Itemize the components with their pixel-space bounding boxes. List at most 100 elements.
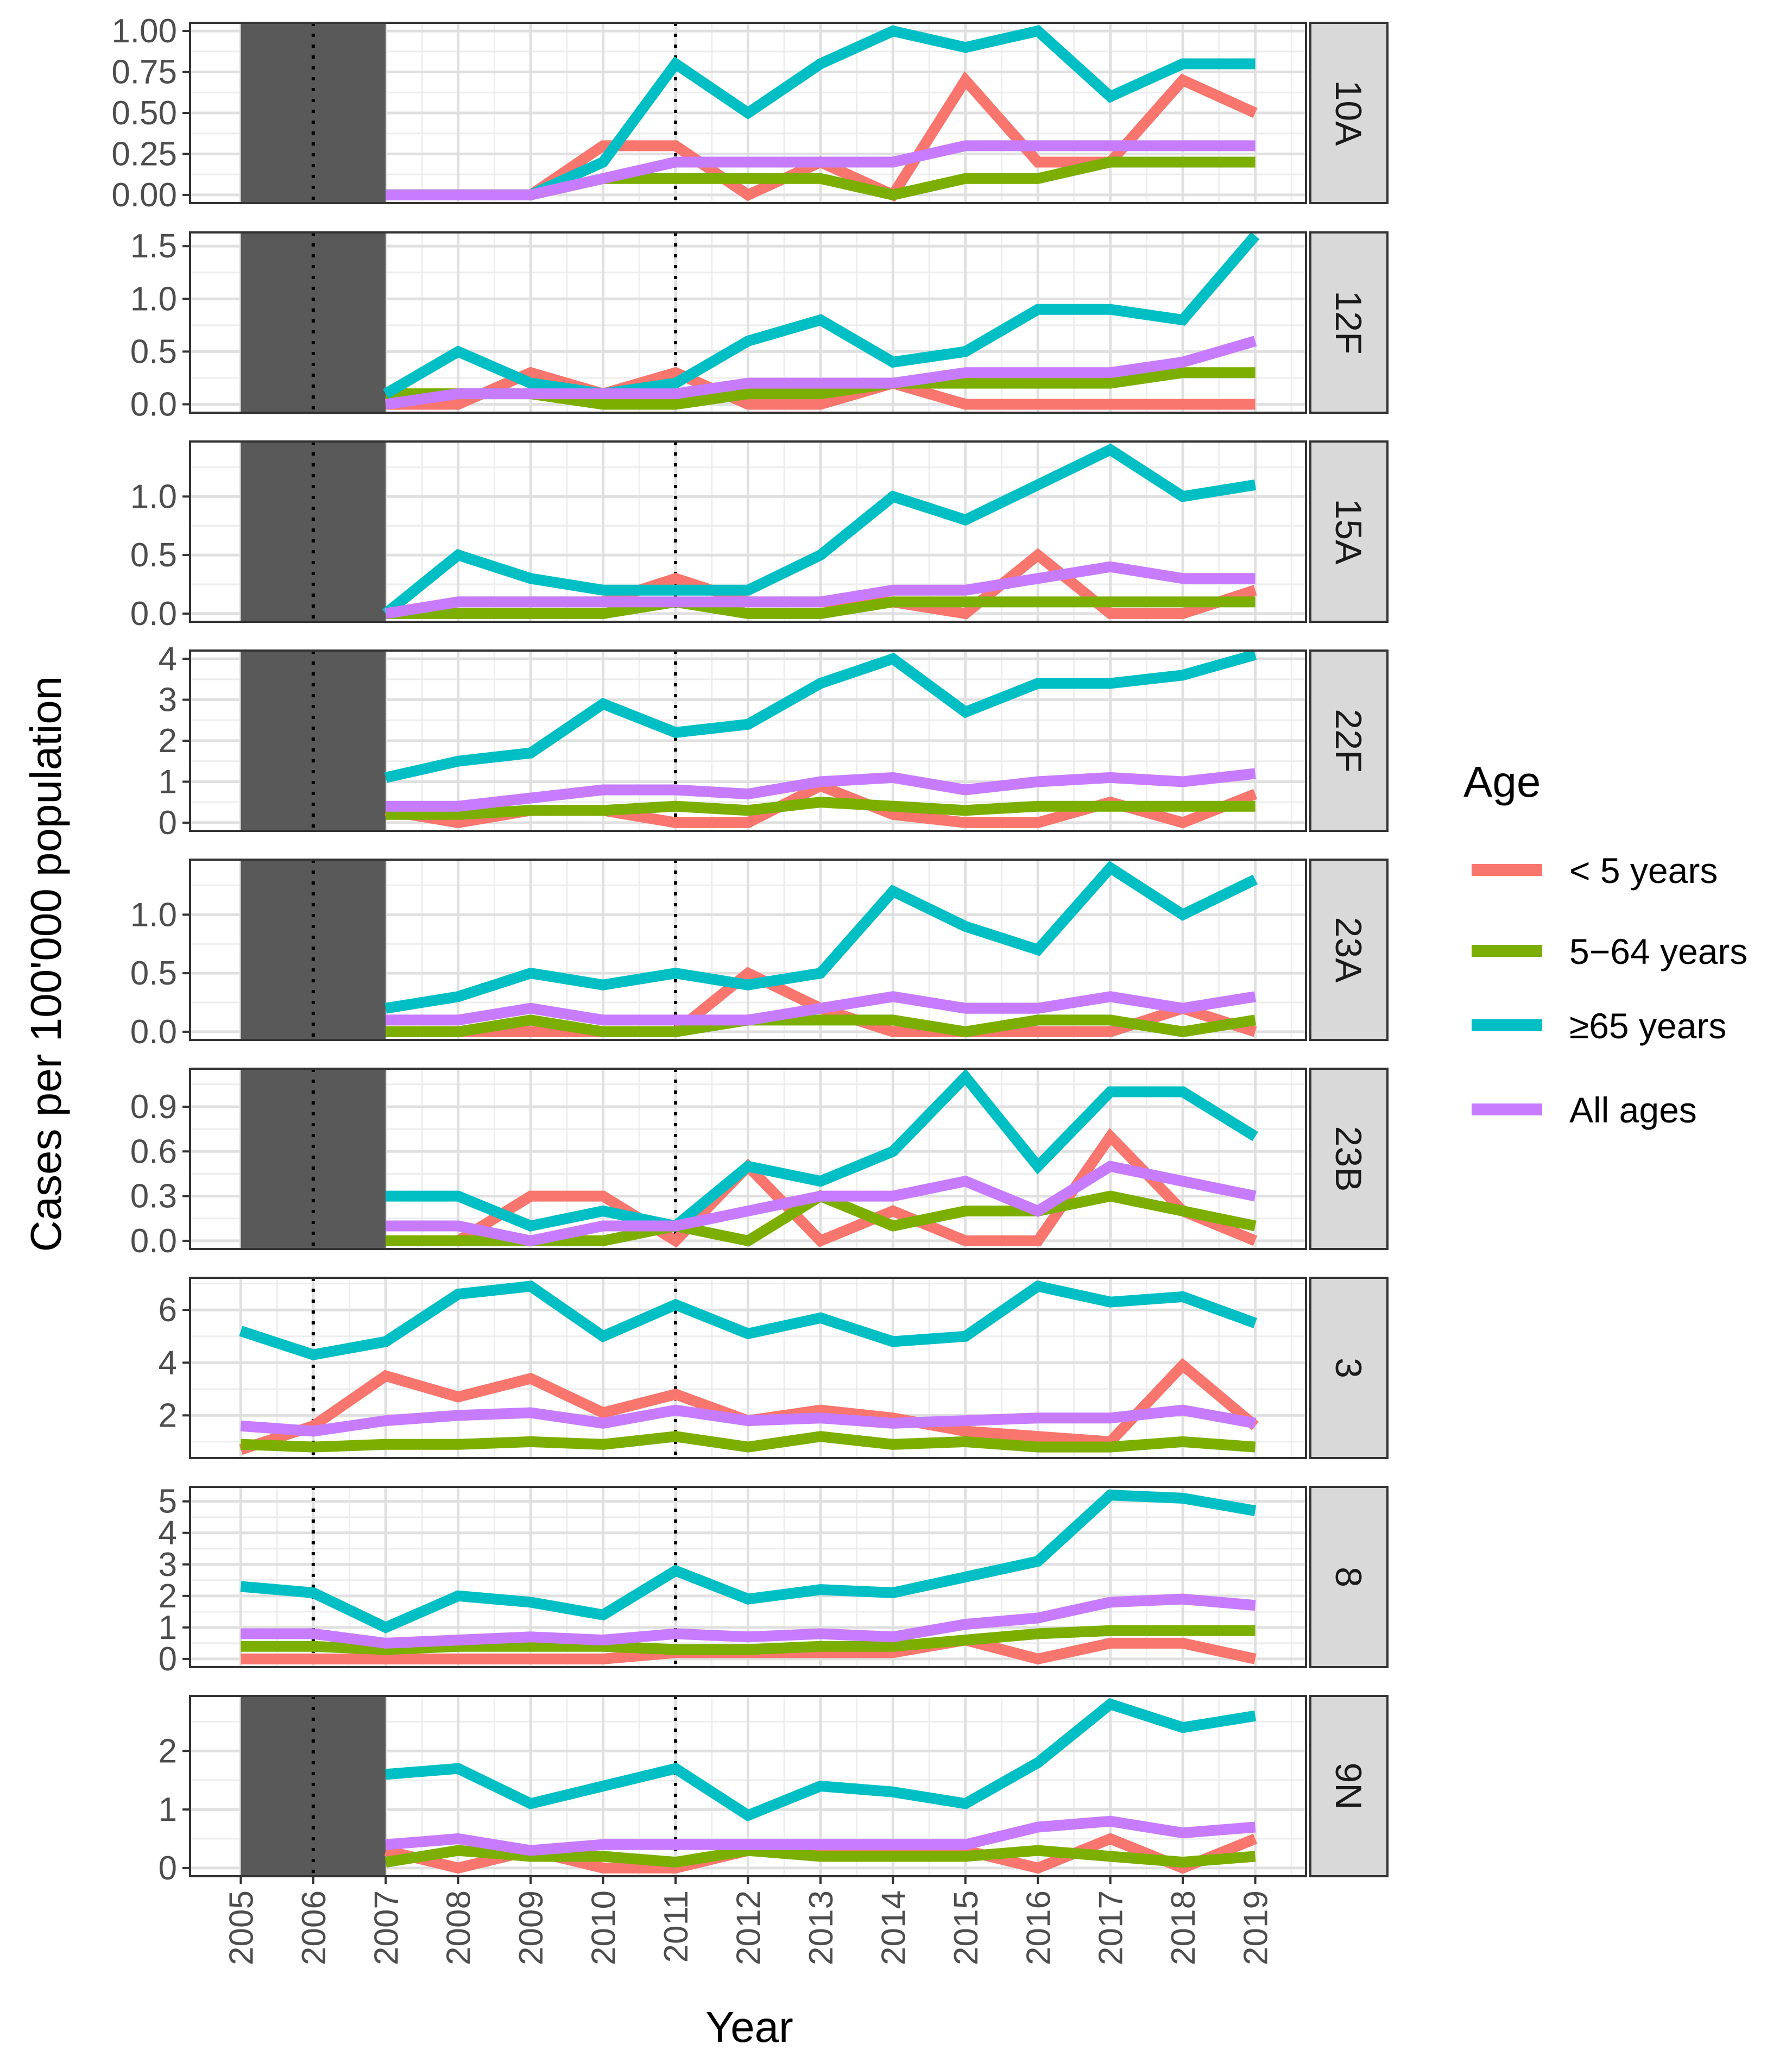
y-tick-label: 1.00 [111,12,177,50]
x-tick-label: 2018 [1165,1890,1202,1965]
x-tick-label: 2011 [658,1890,695,1963]
series-line--65-years [240,1489,1257,1633]
series-line-5-64-years [241,1625,1255,1655]
strip-label: 23A [1328,917,1369,983]
panel-border [189,231,1307,414]
y-tick-label: 0.6 [130,1133,177,1170]
x-tick-label: 2005 [223,1890,260,1965]
y-tick-label: 2 [159,1397,177,1434]
series-group [386,1069,1258,1248]
y-tick-label: 2 [159,1578,177,1615]
strip-label: 10A [1328,80,1369,147]
series-line-all-ages [241,1593,1256,1649]
x-axis: 2005 2006 2007 2008 2009 2010 2011 2012 2013 2014… [223,1876,1275,1965]
y-tick-label: 1.0 [130,478,177,515]
series-line-all-ages [386,768,1256,812]
series-group [386,25,1258,202]
panel-23B: 0.0 0.3 0.6 0.9 23B [130,1068,1389,1260]
y-tick-label: 0.0 [130,386,177,423]
y-tick-label: 0.5 [130,955,177,992]
series-line-all-ages [385,1815,1256,1856]
y-tick-label: 0.0 [130,595,177,633]
strip-label: 23B [1328,1126,1369,1192]
series-line-all-ages [386,140,1255,200]
series-line-5-64-years [241,1431,1256,1453]
series-line--65-years [386,1069,1258,1232]
y-tick-label: 1 [159,1609,177,1647]
y-tick-label: 6 [159,1291,177,1329]
shaded-region [241,23,386,203]
strip-box [1309,1486,1389,1668]
y-tick-label: 3 [159,682,177,719]
panel-23A: 0.0 0.5 1.0 23A [130,859,1389,1051]
legend-title: Age [1463,758,1541,806]
y-tick-label: 0 [159,804,177,842]
x-tick-label: 2007 [368,1890,405,1965]
series-line-all-ages [386,1160,1257,1247]
y-tick-label: 0.75 [111,54,177,91]
x-tick-label: 2012 [730,1890,768,1965]
y-tick-label: 4 [159,1344,177,1382]
panel-border [189,859,1307,1041]
strip-box [1309,22,1389,204]
x-tick-label: 2019 [1238,1890,1275,1965]
strip-label: 12F [1328,291,1369,354]
x-axis-title: Year [705,2003,793,2050]
strip-label: 22F [1328,709,1369,772]
panel-12F: 0.0 0.5 1.0 1.5 12F [130,228,1389,423]
series-group [384,861,1258,1038]
strip-box [1309,440,1389,623]
series-group [382,443,1257,620]
legend: Age < 5 years 5−64 years ≥65 years All ages [1463,758,1747,1130]
strip-label: 3 [1328,1358,1369,1378]
series-line--65-years [382,443,1257,618]
panel-border [189,1277,1307,1459]
strip-box [1309,859,1389,1041]
strip-box [1309,1695,1389,1877]
series-line--65-years [239,1280,1258,1360]
y-tick-label: 1.5 [130,228,177,265]
y-tick-label: 0.9 [130,1088,177,1126]
panel-15A: 0.0 0.5 1.0 15A [130,440,1389,633]
strip-label: 15A [1328,499,1369,565]
x-tick-label: 2006 [295,1890,333,1965]
series-line-5-64-years [386,797,1255,820]
y-tick-label: 1.0 [130,896,177,933]
strip-box [1309,1277,1389,1459]
x-tick-label: 2010 [585,1890,623,1965]
series-line-all-ages [386,991,1257,1026]
strip-box [1309,649,1389,832]
series-line-all-ages [384,561,1255,619]
panel-3: 2 4 6 3 [159,1277,1389,1459]
y-tick-label: 0.0 [130,1013,177,1051]
panel-10A: 0.000.250.500.75 1.00 10A [111,12,1389,214]
y-tick-label: 4 [159,1515,177,1552]
series-line--65-years [385,1698,1257,1822]
panel-border [189,1068,1307,1250]
legend-label: < 5 years [1569,850,1718,891]
y-tick-label: 3 [159,1546,177,1584]
y-tick-label: 4 [159,640,177,678]
series-line-5-64-years [384,1845,1256,1868]
y-tick-label: 1.0 [130,280,177,318]
y-tick-label: 1 [159,763,177,800]
strip-box [1309,231,1389,414]
x-tick-label: 2015 [948,1890,985,1965]
series-line--65-years [384,861,1258,1014]
series-line--65-years [384,651,1257,783]
panels-group: 0.000.250.500.751.0010A0.00.51.01.512F0.… [111,12,1389,1887]
legend-label: All ages [1569,1090,1697,1130]
y-tick-label: 0.3 [130,1178,177,1215]
y-tick-label: 0.5 [130,537,177,574]
x-tick-label: 2016 [1020,1890,1057,1965]
y-tick-label: 2 [159,1732,177,1770]
strip-box [1309,1068,1389,1250]
panel-border [189,1486,1307,1668]
strip-label: 8 [1328,1567,1369,1587]
y-tick-label: 0.50 [111,94,177,132]
y-tick-label: 0 [159,1850,177,1887]
series-line--65-years [383,232,1260,400]
series-line-all-ages [240,1404,1257,1437]
x-tick-label: 2008 [440,1890,478,1965]
